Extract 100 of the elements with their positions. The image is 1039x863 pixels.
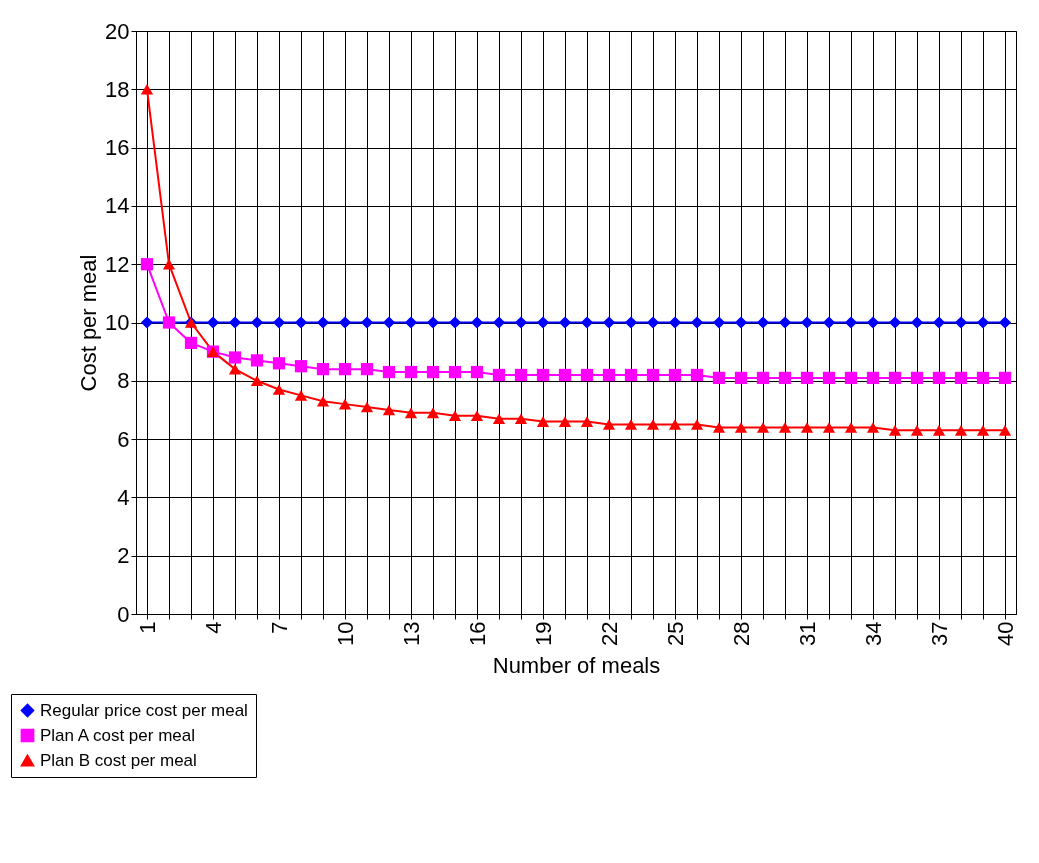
point: [712, 422, 726, 433]
point: [294, 390, 308, 401]
x-tick-label: 25: [662, 621, 688, 646]
point: [426, 316, 440, 329]
point: [448, 410, 462, 422]
point: [668, 368, 682, 382]
legend-label: Plan A cost per meal: [40, 725, 195, 745]
x-tick-label: 40: [992, 621, 1018, 646]
point: [690, 419, 704, 430]
point: [756, 316, 770, 329]
point: [404, 407, 418, 419]
point: [822, 422, 836, 433]
point: [668, 316, 682, 329]
point: [426, 365, 440, 379]
point: [910, 371, 924, 385]
point: [492, 413, 506, 424]
point: [844, 422, 858, 433]
point: [800, 316, 814, 329]
point: [272, 357, 286, 370]
point: [294, 316, 308, 329]
point: [470, 316, 484, 329]
point: [602, 316, 616, 329]
point: [668, 419, 682, 430]
x-tick-label: 13: [398, 621, 424, 646]
x-tick-label: 10: [332, 621, 358, 646]
point: [404, 316, 418, 329]
y-tick-label: 2: [117, 543, 130, 569]
y-tick-label: 12: [105, 251, 130, 277]
y-axis-title: Cost per meal: [76, 254, 102, 392]
point: [998, 425, 1012, 436]
point: [998, 316, 1012, 329]
point: [998, 371, 1012, 385]
point: [250, 316, 264, 329]
legend-label: Plan B cost per meal: [40, 750, 197, 770]
point: [954, 316, 968, 329]
point: [580, 368, 594, 382]
point: [690, 368, 704, 382]
x-tick-label: 28: [728, 621, 754, 646]
point: [602, 368, 616, 382]
point: [822, 316, 836, 329]
x-tick-label: 31: [794, 621, 820, 646]
point: [272, 316, 286, 329]
x-tick-label: 37: [926, 621, 952, 646]
y-tick-label: 6: [117, 426, 130, 452]
point: [932, 371, 946, 385]
y-tick-label: 4: [117, 484, 130, 510]
point: [602, 419, 616, 430]
point: [558, 316, 572, 329]
point: [624, 419, 638, 430]
point: [888, 425, 902, 436]
point: [492, 368, 506, 382]
point: [492, 316, 506, 329]
y-tick-label: 10: [105, 310, 130, 335]
x-tick-label: 19: [530, 621, 556, 646]
x-tick-label: 4: [200, 621, 226, 634]
point: [316, 363, 330, 376]
point: [844, 371, 858, 385]
point: [426, 407, 440, 419]
point: [558, 368, 572, 382]
point: [976, 425, 990, 436]
point: [272, 384, 286, 395]
x-tick-label: 7: [266, 621, 292, 634]
point: [646, 316, 660, 329]
point: [228, 316, 242, 329]
y-tick-label: 8: [117, 368, 130, 394]
point: [140, 316, 154, 329]
point: [228, 351, 242, 364]
point: [360, 401, 374, 413]
point: [206, 316, 220, 329]
point: [360, 363, 374, 376]
point: [624, 368, 638, 382]
x-tick-label: 22: [596, 621, 622, 646]
point: [316, 316, 330, 329]
point: [778, 371, 792, 385]
point: [338, 398, 352, 410]
point: [866, 371, 880, 385]
point: [448, 316, 462, 329]
point: [734, 316, 748, 329]
point: [800, 422, 814, 433]
point: [712, 316, 726, 329]
point: [140, 258, 154, 271]
point: [646, 368, 660, 382]
x-tick-label: 1: [134, 621, 160, 634]
point: [976, 316, 990, 329]
point: [932, 316, 946, 329]
point: [888, 316, 902, 329]
point: [690, 316, 704, 329]
point: [954, 425, 968, 436]
point: [514, 368, 528, 382]
point: [140, 84, 154, 95]
point: [734, 422, 748, 433]
point: [624, 316, 638, 329]
point: [778, 422, 792, 433]
point: [932, 425, 946, 436]
point: [514, 316, 528, 329]
point: [756, 371, 770, 385]
point: [470, 365, 484, 379]
point: [382, 365, 396, 379]
point: [360, 316, 374, 329]
point: [910, 425, 924, 436]
